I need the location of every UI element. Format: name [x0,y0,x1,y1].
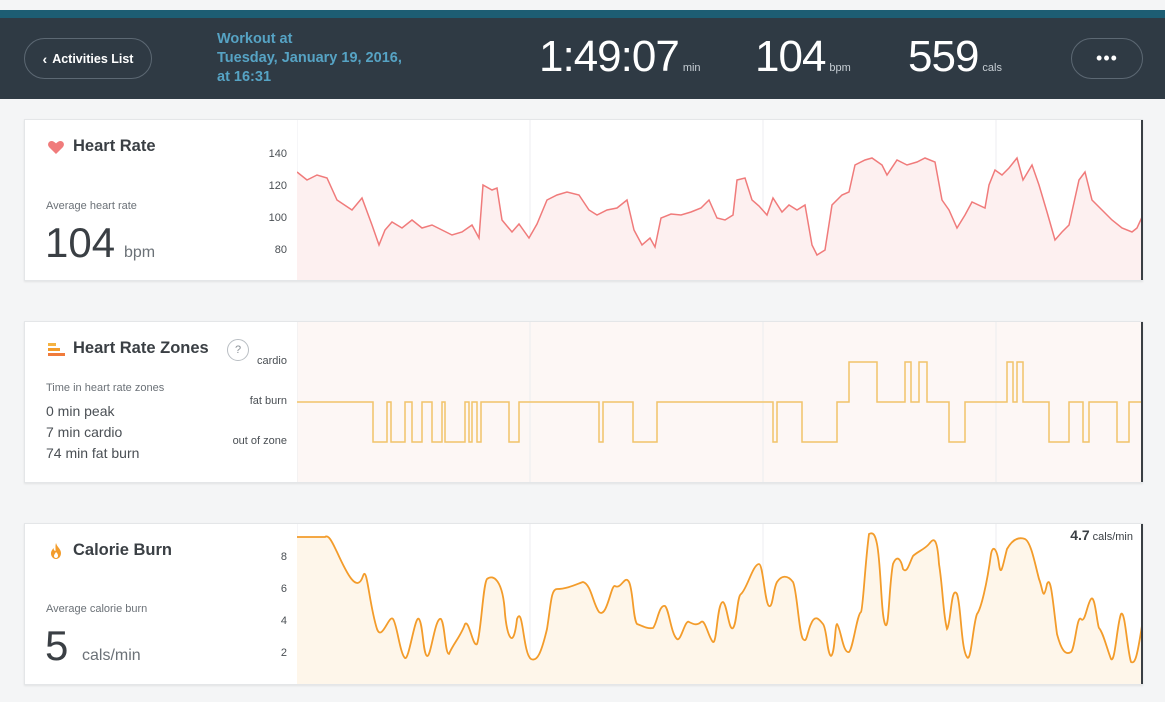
heart-rate-chart-end [1141,120,1143,280]
chevron-left-icon: ‹ [42,50,48,67]
heart-rate-sub: Average heart rate [46,200,137,212]
calorie-current-unit: cals/min [1092,531,1133,543]
cal-tick-2: 2 [280,647,287,659]
zone-peak: 0 min peak [46,403,115,419]
bpm-stat: 104 bpm [755,32,851,82]
heart-rate-value: 104 [45,219,116,266]
zones-title: Heart Rate Zones [73,339,209,357]
heart-rate-line [297,156,1143,257]
top-stripe-bar [0,10,1165,18]
bpm-unit: bpm [829,62,851,74]
calorie-burn-title: Calorie Burn [73,541,173,559]
heart-rate-title: Heart Rate [73,137,156,155]
heart-rate-chart [297,120,1143,280]
header-bar [0,18,1165,99]
calorie-burn-sub: Average calorie burn [46,603,148,615]
calorie-burn-line [297,532,1143,664]
calorie-burn-panel: Calorie Burn Average calorie burn 5 cals… [24,523,1143,685]
workout-title: Workout at Tuesday, January 19, 2016, at… [217,30,402,87]
calorie-current-value: 4.7 [1070,527,1090,543]
zone-fatburn: 74 min fat burn [46,445,140,461]
calorie-burn-unit: cals/min [82,647,141,664]
zones-help-icon[interactable]: ? [227,339,249,361]
cal-tick-8: 8 [280,551,287,563]
hr-tick-120: 120 [268,180,287,192]
calorie-burn-value: 5 [45,622,69,669]
cal-tick-4: 4 [280,615,287,627]
heart-rate-zones-panel: Heart Rate Zones ? Time in heart rate zo… [24,321,1143,483]
calorie-chart-end [1141,524,1143,684]
calorie-current-readout: 4.7 cals/min [1070,527,1133,543]
zones-sub: Time in heart rate zones [46,382,165,394]
header-notch [393,0,417,10]
zone-level-cardio: cardio [257,355,287,367]
duration-stat: 1:49:07 min [539,32,701,82]
top-stripe [0,0,1165,18]
hr-tick-140: 140 [268,148,287,160]
zones-chart-end [1141,322,1143,482]
duration-value: 1:49:07 [539,32,680,81]
more-options-button[interactable]: ••• [1071,38,1143,79]
zone-cardio: 7 min cardio [46,424,123,440]
zones-line [297,361,1143,443]
workout-title-line2: Tuesday, January 19, 2016, [217,50,402,66]
zones-bars-icon [48,343,65,356]
workout-title-line3: at 16:31 [217,69,272,85]
calories-value: 559 [908,32,979,81]
bpm-value: 104 [755,32,826,81]
activities-list-label: Activities List [52,51,134,66]
more-icon: ••• [1096,48,1118,68]
heart-icon [48,141,64,154]
heart-rate-unit: bpm [124,244,156,261]
flame-icon [51,543,61,559]
zone-level-outofzone: out of zone [232,435,287,447]
heart-rate-zones-chart [297,322,1143,482]
activities-list-button[interactable]: ‹ Activities List [24,38,152,79]
hr-tick-80: 80 [274,244,287,256]
calories-unit: cals [982,62,1002,74]
calorie-burn-chart [297,524,1143,684]
hr-tick-100: 100 [268,212,287,224]
workout-title-line1: Workout at [217,31,293,47]
heart-rate-panel: Heart Rate Average heart rate 104 bpm 14… [24,119,1143,281]
duration-unit: min [682,62,701,74]
calories-stat: 559 cals [908,32,1002,82]
zone-level-fatburn: fat burn [249,395,287,407]
cal-tick-6: 6 [280,583,287,595]
